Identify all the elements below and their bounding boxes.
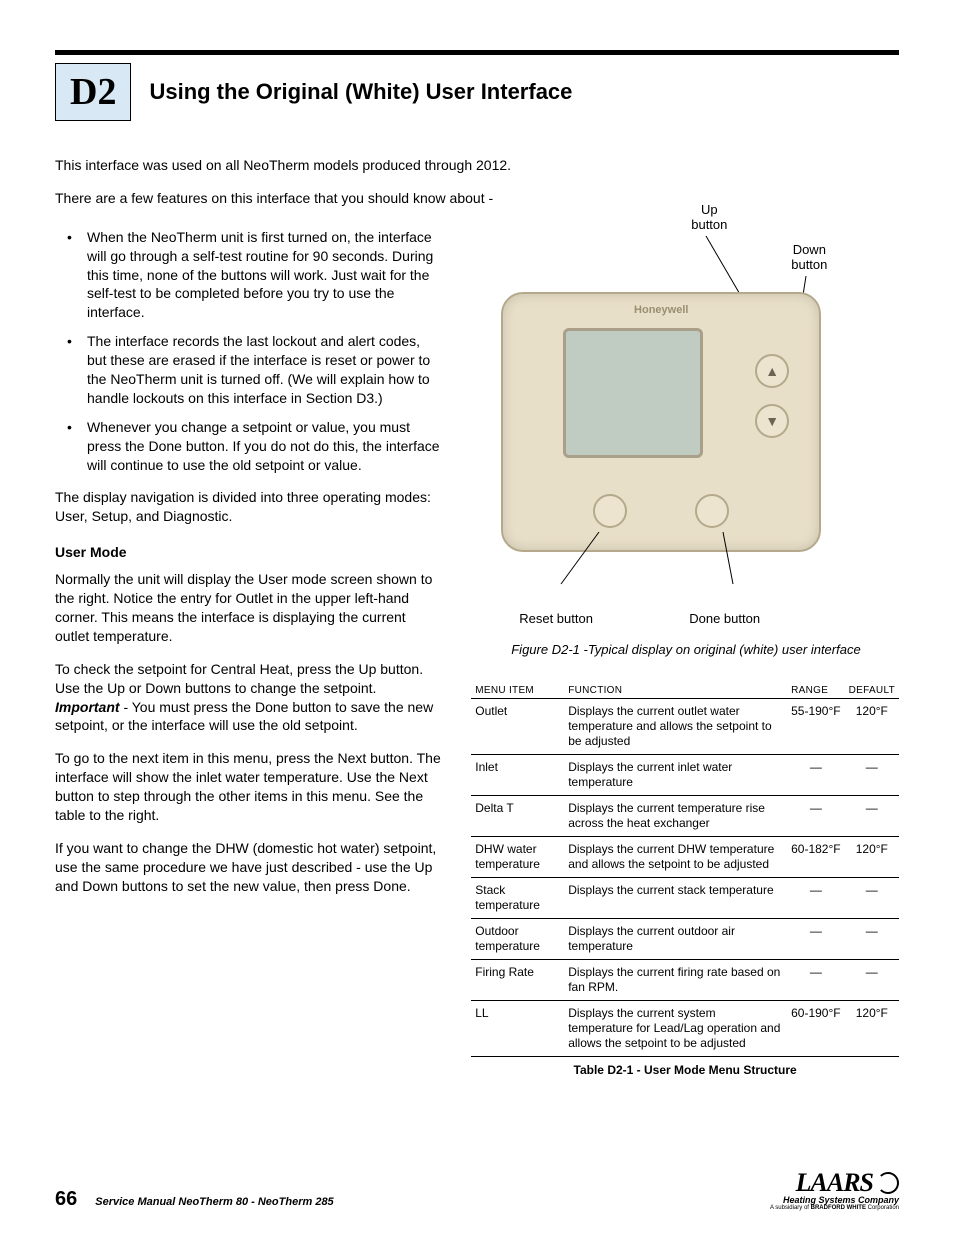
page-footer: 66 Service Manual NeoTherm 80 - NeoTherm… [55,1170,899,1211]
cell-item: Outlet [471,698,564,754]
cell-function: Displays the current DHW temperature and… [564,836,787,877]
table-row: DHW water temperatureDisplays the curren… [471,836,899,877]
brand-logo: LAARS Heating Systems Company A subsidia… [770,1170,899,1211]
cell-default: 120°F [845,698,899,754]
cell-item: Delta T [471,795,564,836]
device-reset-button [593,494,627,528]
device-down-button: ▼ [755,404,789,438]
leader-line-done [711,532,771,592]
top-rule [55,50,899,55]
cell-range: — [787,959,845,1000]
table-caption: Table D2-1 - User Mode Menu Structure [471,1063,899,1077]
menu-table: MENU ITEM FUNCTION RANGE DEFAULT OutletD… [471,681,899,1057]
thermostat-device: Honeywell ▲ ▼ [501,292,821,552]
important-label: Important [55,699,120,715]
cell-item: Outdoor temperature [471,918,564,959]
th-range: RANGE [787,681,845,699]
device-up-button: ▲ [755,354,789,388]
cell-function: Displays the current outlet water temper… [564,698,787,754]
cell-default: — [845,754,899,795]
cell-default: — [845,918,899,959]
logo-sub-b: BRADFORD WHITE [811,1205,866,1211]
cell-item: Inlet [471,754,564,795]
logo-subtitle: Heating Systems Company [770,1196,899,1205]
cell-range: — [787,795,845,836]
cell-item: Stack temperature [471,877,564,918]
manual-title: Service Manual NeoTherm 80 - NeoTherm 28… [95,1196,333,1208]
user-mode-p4: If you want to change the DHW (domestic … [55,839,443,896]
cell-item: Firing Rate [471,959,564,1000]
device-screen [563,328,703,458]
cell-range: — [787,877,845,918]
table-row: Delta TDisplays the current temperature … [471,795,899,836]
th-function: FUNCTION [564,681,787,699]
cell-range: — [787,918,845,959]
cell-default: — [845,959,899,1000]
table-row: Firing RateDisplays the current firing r… [471,959,899,1000]
cell-function: Displays the current firing rate based o… [564,959,787,1000]
device-done-button [695,494,729,528]
user-mode-p2: To check the setpoint for Central Heat, … [55,660,443,736]
intro-p1: This interface was used on all NeoTherm … [55,156,899,175]
section-code-badge: D2 [55,63,131,121]
user-mode-p2a: To check the setpoint for Central Heat, … [55,661,423,696]
up-button-label: Up button [691,202,727,233]
logo-sub-c: Corporation [866,1205,899,1211]
table-row: Stack temperatureDisplays the current st… [471,877,899,918]
user-mode-heading: User Mode [55,544,443,560]
right-column: Up button Down button Honeywell ▲ ▼ [471,222,899,1077]
cell-default: 120°F [845,836,899,877]
section-header: D2 Using the Original (White) User Inter… [55,63,899,121]
logo-sub-a: A subsidiary of [770,1205,811,1211]
cell-range: 60-190°F [787,1000,845,1056]
cell-function: Displays the current inlet water tempera… [564,754,787,795]
cell-range: — [787,754,845,795]
user-mode-p1: Normally the unit will display the User … [55,570,443,646]
th-menu-item: MENU ITEM [471,681,564,699]
modes-paragraph: The display navigation is divided into t… [55,488,443,526]
bullet-item: Whenever you change a setpoint or value,… [55,418,443,475]
feature-bullets: When the NeoTherm unit is first turned o… [55,228,443,475]
cell-default: — [845,877,899,918]
cell-function: Displays the current system temperature … [564,1000,787,1056]
logo-text: LAARS [796,1170,873,1196]
table-row: LLDisplays the current system temperatur… [471,1000,899,1056]
user-mode-p3: To go to the next item in this menu, pre… [55,749,443,825]
device-figure: Up button Down button Honeywell ▲ ▼ [471,202,899,632]
th-default: DEFAULT [845,681,899,699]
cell-range: 55-190°F [787,698,845,754]
logo-swirl-icon [877,1172,899,1194]
left-column: When the NeoTherm unit is first turned o… [55,222,443,1077]
table-row: OutletDisplays the current outlet water … [471,698,899,754]
cell-function: Displays the current temperature rise ac… [564,795,787,836]
device-brand: Honeywell [634,304,688,316]
cell-function: Displays the current stack temperature [564,877,787,918]
cell-default: — [845,795,899,836]
bullet-item: When the NeoTherm unit is first turned o… [55,228,443,322]
table-header-row: MENU ITEM FUNCTION RANGE DEFAULT [471,681,899,699]
bullet-item: The interface records the last lockout a… [55,332,443,408]
figure-caption: Figure D2-1 -Typical display on original… [511,642,899,659]
cell-function: Displays the current outdoor air tempera… [564,918,787,959]
cell-item: LL [471,1000,564,1056]
cell-range: 60-182°F [787,836,845,877]
section-title: Using the Original (White) User Interfac… [149,79,572,105]
logo-subsidiary: A subsidiary of BRADFORD WHITE Corporati… [770,1205,899,1211]
cell-item: DHW water temperature [471,836,564,877]
table-row: Outdoor temperatureDisplays the current … [471,918,899,959]
page-number: 66 [55,1188,77,1211]
reset-button-label: Reset button [519,611,593,626]
leader-line-reset [551,532,611,592]
cell-default: 120°F [845,1000,899,1056]
table-row: InletDisplays the current inlet water te… [471,754,899,795]
done-button-label: Done button [689,611,760,626]
